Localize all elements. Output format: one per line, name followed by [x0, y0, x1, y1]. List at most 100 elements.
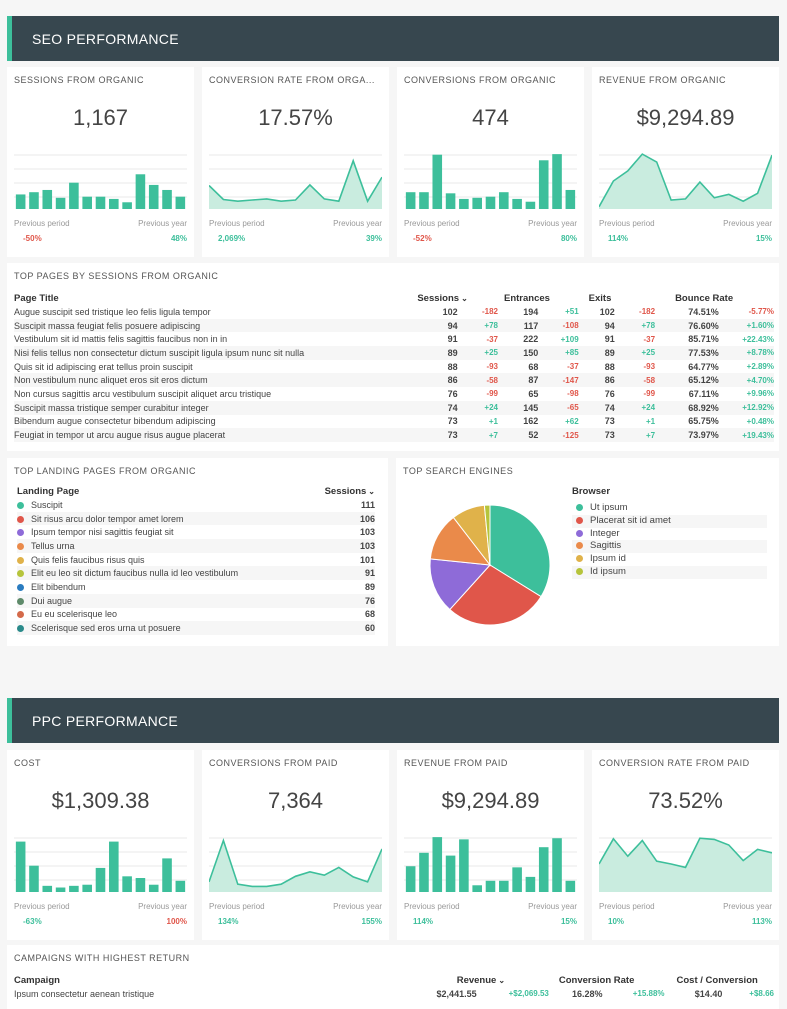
- list-item[interactable]: Eu eu scelerisque leo 68: [17, 608, 375, 622]
- kpi-comparison-labels: Previous period Previous year: [599, 902, 772, 911]
- col-bounce-rate[interactable]: Bounce Rate: [675, 292, 734, 304]
- legend-item[interactable]: Ut ipsum: [572, 502, 767, 515]
- metric-value: 87: [498, 373, 539, 388]
- ppc-kpi-card: COST $1,309.38 Previous period Previous yea…: [7, 750, 194, 940]
- kpi-title: CONVERSION RATE FROM PAID: [599, 758, 750, 768]
- landing-page-label: Tellus urna: [31, 540, 75, 551]
- legend-item[interactable]: Ipsum id: [572, 553, 767, 566]
- kpi-comparison-labels: Previous period Previous year: [404, 219, 577, 228]
- list-item[interactable]: Quis felis faucibus risus quis 101: [17, 553, 375, 567]
- legend-item[interactable]: Id ipsum: [572, 565, 767, 579]
- col-revenue-label: Revenue: [456, 974, 497, 986]
- table-row[interactable]: Ipsum consectetur aenean tristique $2,441…: [14, 987, 774, 1001]
- previous-year-label: Previous year: [528, 219, 577, 228]
- legend-item[interactable]: Sagittis: [572, 540, 767, 554]
- list-item[interactable]: Suscipit 111: [17, 498, 375, 512]
- search-engines-card: TOP SEARCH ENGINES Browser Ut ipsum Place…: [396, 458, 779, 646]
- campaigns-header-row: Campaign Revenue ⌄ Conversion Rate Cost /…: [14, 973, 774, 987]
- kpi-title: CONVERSION RATE FROM ORGA...: [209, 75, 375, 85]
- table-row[interactable]: Bibendum augue consectetur bibendum adip…: [14, 415, 774, 429]
- kpi-title: REVENUE FROM ORGANIC: [599, 75, 727, 85]
- legend-label: Ipsum id: [590, 553, 626, 565]
- metric-delta: -182: [481, 307, 498, 317]
- kpi-comparison-labels: Previous period Previous year: [14, 902, 187, 911]
- metric-value: 91: [447, 334, 458, 345]
- legend-dot-icon: [576, 504, 583, 511]
- metric-delta: -58: [614, 373, 656, 388]
- table-row[interactable]: Suscipit massa feugiat felis posuere adi…: [14, 318, 774, 333]
- col-entrances[interactable]: Entrances: [504, 292, 550, 304]
- landing-sessions-value: 111: [360, 499, 375, 510]
- table-row[interactable]: Vestibulum sit id mattis felis sagittis …: [14, 332, 774, 346]
- kpi-comparison-labels: Previous period Previous year: [404, 902, 577, 911]
- sparkline-bar-chart: [14, 837, 187, 892]
- spark-bar: [135, 174, 146, 209]
- seo-kpi-card: REVENUE FROM ORGANIC $9,294.89 Previous pe…: [592, 67, 779, 257]
- legend-dot-icon: [17, 515, 24, 523]
- landing-sessions-value: 89: [364, 581, 375, 592]
- sort-down-icon[interactable]: ⌄: [368, 486, 375, 496]
- spark-bar: [122, 876, 132, 892]
- metric-value: 86: [417, 373, 458, 388]
- list-item[interactable]: Dui augue 76: [17, 593, 375, 608]
- spark-line: [209, 158, 382, 204]
- legend-item[interactable]: Placerat sit id amet: [572, 514, 767, 528]
- previous-year-delta: 15%: [755, 234, 772, 243]
- col-campaign[interactable]: Campaign: [14, 974, 60, 986]
- col-exits[interactable]: Exits: [588, 292, 612, 304]
- sort-down-icon[interactable]: ⌄: [461, 293, 468, 303]
- metric-value: 73: [604, 416, 615, 427]
- pie-slice[interactable]: [449, 564, 542, 626]
- metric-value: 16.28%: [572, 988, 603, 999]
- seo-section-title: SEO PERFORMANCE: [32, 31, 179, 47]
- col-conversion-rate[interactable]: Conversion Rate: [558, 974, 635, 986]
- list-item[interactable]: Scelerisque sed eros urna ut posuere 60: [17, 621, 375, 635]
- spark-bar: [109, 198, 119, 209]
- col-page-title[interactable]: Page Title: [14, 292, 59, 304]
- kpi-title: CONVERSIONS FROM PAID: [209, 758, 338, 768]
- list-item[interactable]: Ipsum tempor nisi sagittis feugiat sit 10…: [17, 525, 375, 539]
- seo-kpi-card: SESSIONS FROM ORGANIC 1,167 Previous perio…: [7, 67, 194, 257]
- pie-slice[interactable]: [429, 558, 492, 611]
- legend-item[interactable]: Integer: [572, 528, 767, 541]
- sparkline-area-chart: [209, 154, 382, 209]
- col-landing-sessions[interactable]: Sessions ⌄: [309, 484, 375, 498]
- spark-bar: [485, 196, 496, 209]
- spark-bar: [432, 837, 443, 892]
- page-title-cell: Vestibulum sit id mattis felis sagittis …: [14, 334, 228, 345]
- table-row[interactable]: Non cursus sagittis arcu vestibulum susc…: [14, 387, 774, 401]
- table-row[interactable]: Augue suscipit sed tristique leo felis l…: [14, 305, 774, 319]
- table-row[interactable]: Nisi felis tellus non consectetur dictum…: [14, 346, 774, 360]
- sort-down-icon[interactable]: ⌄: [498, 975, 506, 985]
- landing-page-cell: Suscipit: [17, 498, 309, 512]
- spark-bar: [419, 192, 429, 209]
- seo-kpi-card: CONVERSIONS FROM ORGANIC 474 Previous peri…: [397, 67, 584, 257]
- table-row[interactable]: Quis sit id adipiscing erat tellus proin…: [14, 360, 774, 374]
- col-cost-conversion[interactable]: Cost / Conversion: [676, 974, 758, 986]
- metric-delta: +12.92%: [718, 400, 774, 415]
- metric-value: 52: [498, 428, 539, 442]
- list-item[interactable]: Tellus urna 103: [17, 539, 375, 553]
- table-row[interactable]: Non vestibulum nunc aliquet eros sit ero…: [14, 373, 774, 388]
- col-revenue[interactable]: Revenue ⌄: [417, 973, 549, 987]
- list-item[interactable]: Elit bibendum 89: [17, 580, 375, 594]
- kpi-title: CONVERSIONS FROM ORGANIC: [404, 75, 557, 85]
- col-landing-page[interactable]: Landing Page: [17, 485, 80, 497]
- pie-slice[interactable]: [483, 504, 491, 566]
- spark-bar: [82, 196, 92, 209]
- landing-page-cell: Sit risus arcu dolor tempor amet lorem: [17, 511, 309, 526]
- list-item[interactable]: Sit risus arcu dolor tempor amet lorem 10…: [17, 511, 375, 526]
- list-item[interactable]: Elit eu leo sit dictum faucibus nulla id…: [17, 566, 375, 581]
- previous-year-label: Previous year: [528, 902, 577, 911]
- bounce-rate-value: 64.77%: [688, 361, 719, 372]
- metric-delta: -108: [538, 318, 579, 333]
- spark-bar: [175, 196, 186, 209]
- landing-page-label: Sit risus arcu dolor tempor amet lorem: [31, 513, 184, 524]
- col-sessions[interactable]: Sessions ⌄: [417, 291, 498, 305]
- sparkline-bar-chart: [404, 154, 577, 209]
- table-row[interactable]: Feugiat in tempor ut arcu augue risus au…: [14, 428, 774, 442]
- metric-delta: -37: [567, 362, 579, 372]
- legend-label: Integer: [590, 527, 620, 539]
- spark-bar: [499, 880, 509, 892]
- table-row[interactable]: Suscipit massa tristique semper curabitu…: [14, 400, 774, 415]
